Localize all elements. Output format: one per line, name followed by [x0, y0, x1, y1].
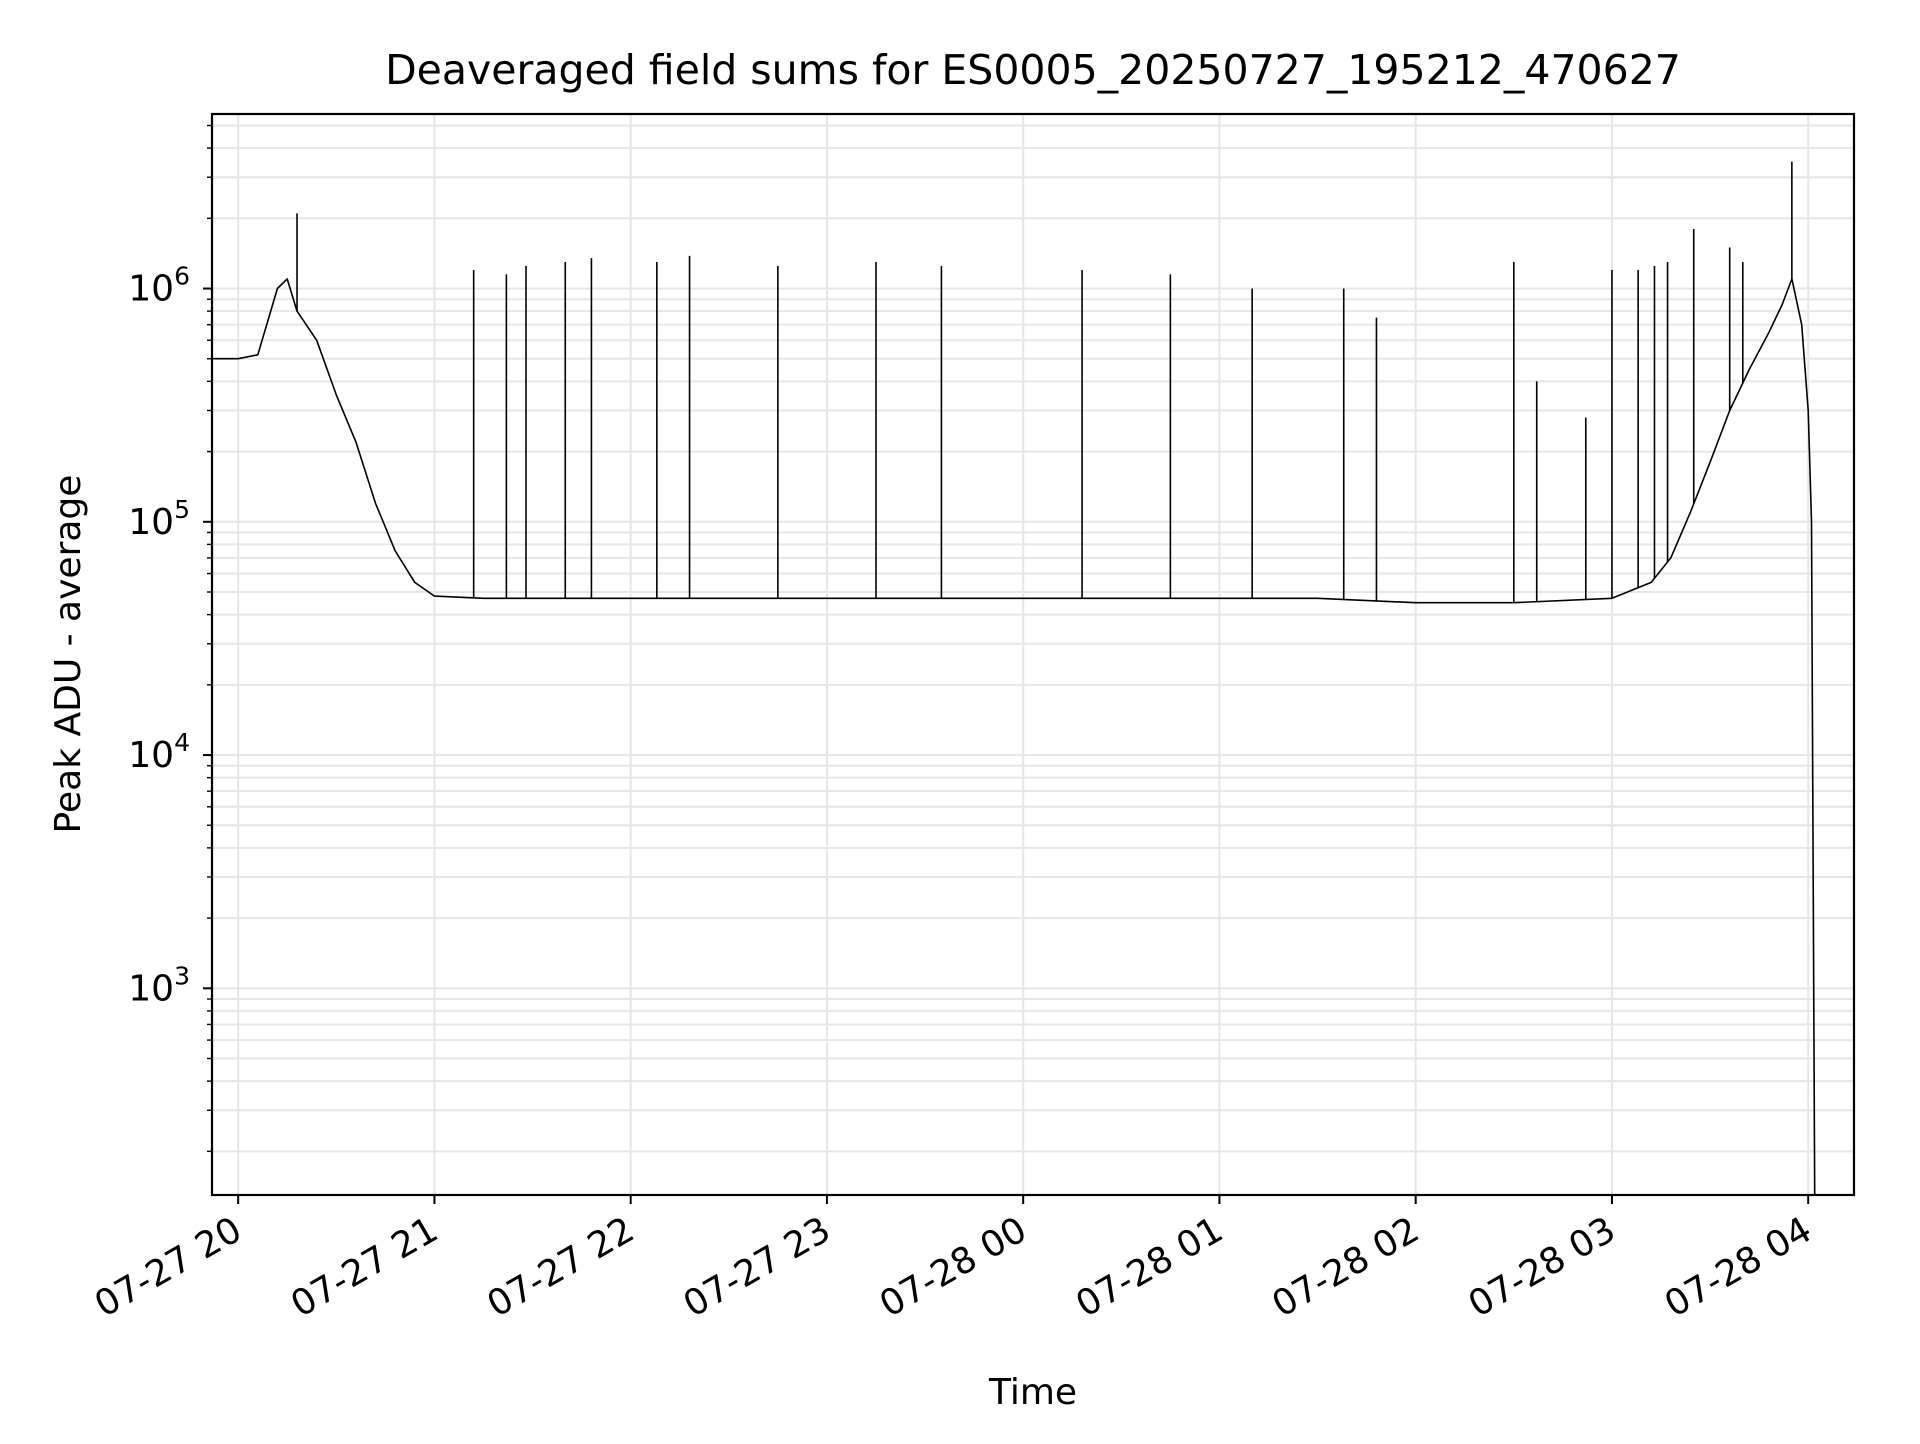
y-tick-exponent: 5	[174, 495, 190, 524]
y-tick-exponent: 6	[174, 262, 190, 291]
plot-area-frame	[210, 112, 1856, 1197]
y-tick-label: 103	[128, 961, 190, 1009]
series-layer	[212, 161, 1816, 1196]
y-tick-label: 104	[128, 728, 190, 776]
chart-title: Deaveraged field sums for ES0005_2025072…	[385, 46, 1681, 94]
series-line	[212, 278, 1816, 1196]
y-tick-exponent: 4	[174, 728, 190, 757]
y-tick-exponent: 3	[174, 961, 190, 990]
y-tick-label: 105	[128, 495, 190, 543]
y-axis-label: Peak ADU - average	[48, 475, 89, 834]
y-tick-base: 10	[128, 735, 174, 776]
y-tick-label: 106	[128, 262, 190, 310]
y-tick-base: 10	[128, 502, 174, 543]
y-tick-base: 10	[128, 968, 174, 1009]
grid-lines	[212, 114, 1854, 1195]
x-axis-label: Time	[988, 1372, 1077, 1413]
y-tick-base: 10	[128, 269, 174, 310]
